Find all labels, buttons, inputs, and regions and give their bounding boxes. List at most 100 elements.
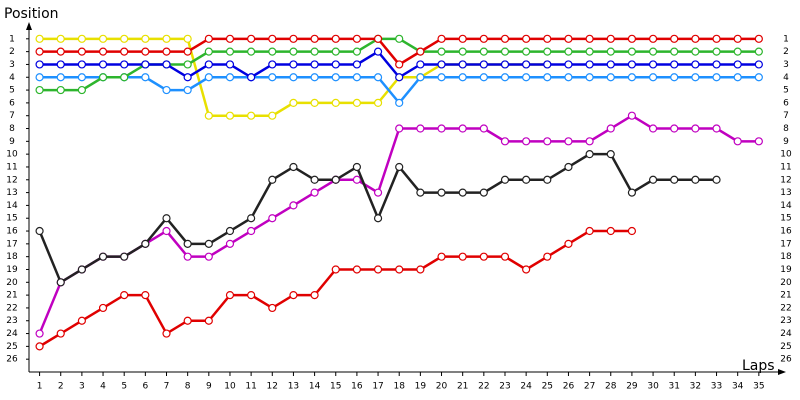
y-tick-label-right: 4 — [783, 73, 789, 83]
lap-marker — [268, 111, 277, 120]
lap-marker — [458, 60, 467, 69]
lap-marker — [585, 137, 594, 146]
y-tick-label-right: 19 — [780, 265, 792, 275]
lap-marker — [606, 226, 615, 236]
lap-marker — [141, 73, 150, 82]
lap-marker — [120, 73, 129, 82]
lap-marker — [141, 34, 150, 43]
lap-marker — [183, 73, 192, 82]
lap-marker — [35, 60, 44, 69]
lap-marker — [712, 34, 721, 43]
lap-marker — [310, 60, 319, 69]
lap-marker — [754, 73, 763, 82]
y-tick-label-right: 16 — [780, 227, 792, 237]
lap-marker — [162, 85, 171, 95]
lap-marker — [35, 342, 44, 351]
lap-marker — [670, 34, 679, 43]
lap-marker — [627, 111, 637, 120]
lap-marker — [373, 98, 383, 107]
lap-marker — [395, 124, 404, 133]
lap-marker — [754, 47, 763, 56]
lap-marker — [373, 34, 383, 43]
lap-marker — [437, 60, 446, 69]
y-tick-label: 8 — [9, 124, 15, 134]
lap-marker — [247, 214, 256, 223]
lap-marker — [141, 291, 150, 300]
lap-marker — [183, 60, 192, 69]
lap-marker — [691, 47, 700, 56]
x-tick-label: 18 — [393, 382, 405, 392]
lap-marker — [120, 34, 129, 43]
x-tick-label: 24 — [520, 382, 532, 392]
lap-marker — [564, 73, 573, 82]
lap-marker — [691, 60, 700, 69]
lap-marker — [183, 252, 192, 261]
lap-marker — [458, 34, 467, 43]
lap-marker — [564, 34, 573, 43]
lap-marker — [310, 291, 319, 300]
lap-marker — [56, 34, 65, 43]
lap-marker — [437, 124, 446, 133]
lap-marker — [416, 60, 425, 69]
lap-marker — [98, 60, 108, 69]
lap-marker — [77, 316, 86, 325]
y-axis-title: Position — [4, 6, 59, 22]
lap-marker — [225, 239, 235, 248]
y-tick-label: 4 — [9, 73, 15, 83]
x-tick-label: 29 — [626, 382, 638, 392]
lap-marker — [627, 60, 637, 69]
lap-marker — [373, 188, 383, 197]
y-tick-label-right: 10 — [780, 150, 792, 160]
y-tick-label: 26 — [6, 355, 18, 365]
lap-marker — [564, 47, 573, 56]
lap-marker — [416, 124, 425, 133]
lap-marker — [289, 47, 298, 56]
lap-marker — [77, 47, 86, 56]
lap-marker — [479, 73, 488, 82]
lap-marker — [183, 47, 192, 56]
lap-marker — [352, 162, 362, 172]
lap-marker — [500, 47, 510, 56]
lap-marker — [522, 47, 531, 56]
lap-marker — [564, 60, 573, 69]
y-tick-label-right: 5 — [783, 86, 789, 96]
lap-marker — [352, 60, 362, 69]
lap-marker — [77, 265, 86, 274]
lap-marker — [691, 175, 700, 184]
lap-marker — [733, 34, 742, 43]
x-tick-label: 10 — [224, 382, 236, 392]
y-tick-label: 23 — [6, 316, 17, 326]
lap-marker — [733, 60, 742, 69]
lap-marker — [56, 85, 65, 95]
lap-marker — [204, 252, 213, 261]
lap-marker — [268, 303, 277, 313]
lap-marker — [225, 73, 235, 82]
y-tick-label: 9 — [9, 137, 15, 147]
lap-marker — [204, 316, 213, 325]
lap-marker — [204, 34, 213, 43]
y-tick-label-right: 14 — [780, 201, 792, 211]
lap-marker — [56, 73, 65, 82]
lap-marker — [733, 47, 742, 56]
lap-marker — [670, 47, 679, 56]
lap-marker — [543, 252, 552, 261]
lap-marker — [56, 47, 65, 56]
y-tick-label-right: 7 — [783, 111, 789, 121]
lap-marker — [141, 239, 150, 248]
y-tick-label: 10 — [6, 150, 18, 160]
y-tick-label-right: 26 — [780, 355, 792, 365]
lap-marker — [56, 329, 65, 338]
lap-marker — [606, 60, 615, 69]
y-tick-label-right: 21 — [780, 291, 791, 301]
lap-marker — [500, 34, 510, 43]
lap-marker — [162, 329, 171, 338]
y-tick-label-right: 12 — [780, 175, 791, 185]
lap-marker — [500, 60, 510, 69]
x-tick-label: 5 — [121, 382, 127, 392]
x-arrow — [778, 369, 786, 375]
x-tick-label: 4 — [100, 382, 106, 392]
lap-marker — [395, 162, 404, 172]
lap-marker — [183, 85, 192, 95]
x-tick-label: 15 — [330, 382, 341, 392]
lap-marker — [479, 188, 488, 197]
